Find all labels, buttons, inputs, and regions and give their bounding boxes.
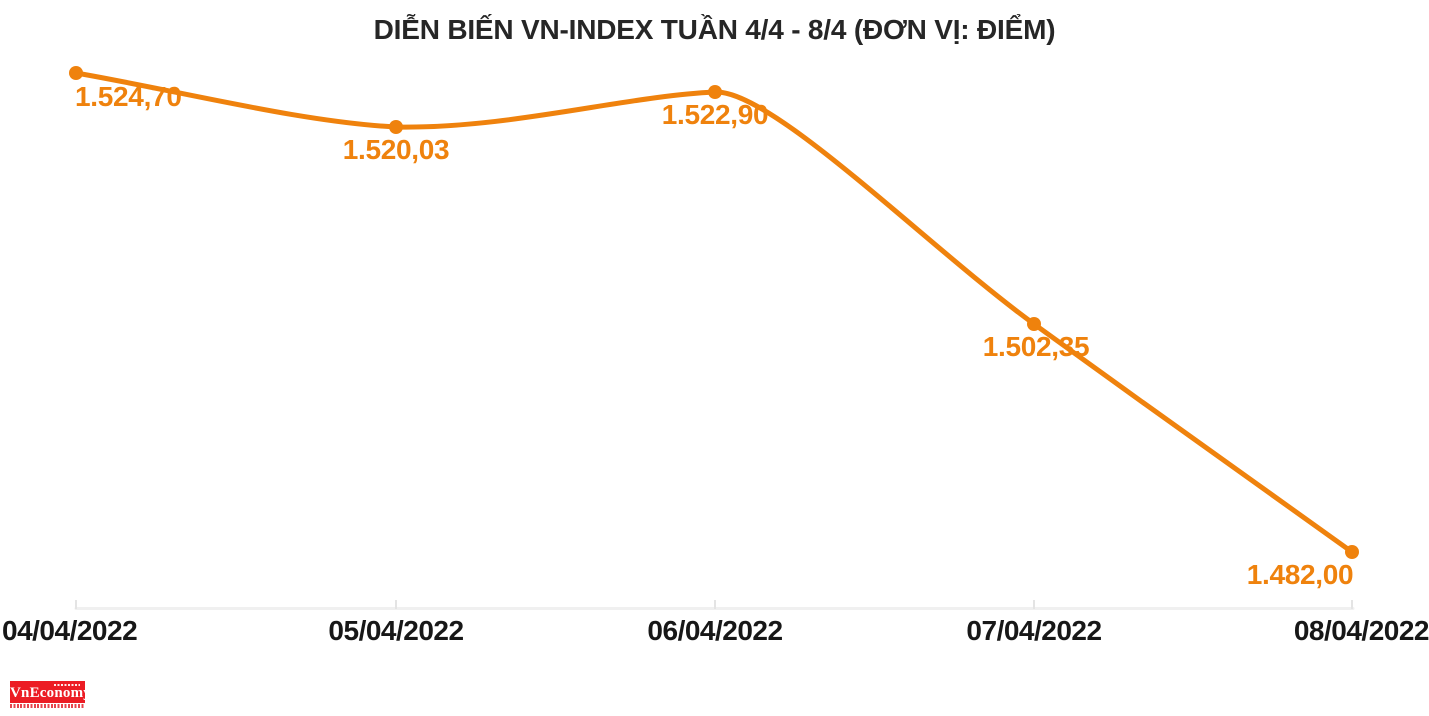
x-axis-label-2: 06/04/2022 (647, 615, 783, 646)
logo-microtext (54, 683, 80, 686)
x-axis-ticks (75, 600, 1353, 609)
data-point-marker-3[interactable] (1027, 317, 1041, 331)
chart-title: DIỄN BIẾN VN-INDEX TUẦN 4/4 - 8/4 (ĐƠN V… (373, 14, 1056, 45)
data-label-2: 1.522,90 (661, 99, 769, 130)
x-axis-label-3: 07/04/2022 (966, 615, 1102, 646)
data-point-marker-4[interactable] (1345, 545, 1359, 559)
data-point-marker-2[interactable] (708, 85, 722, 99)
x-axis-label-4: 08/04/2022 (1293, 615, 1429, 646)
data-label-0: 1.524,70 (75, 81, 182, 112)
x-axis-label-0: 04/04/2022 (2, 615, 138, 646)
x-axis-label-1: 05/04/2022 (328, 615, 464, 646)
data-label-3: 1.502,35 (982, 331, 1090, 362)
data-label-1: 1.520,03 (342, 134, 450, 165)
logo-tagline-microtext (10, 704, 85, 708)
logo-wordmark: VnEconomy (10, 685, 91, 701)
data-label-4: 1.482,00 (1246, 559, 1354, 590)
data-point-marker-0[interactable] (69, 66, 83, 80)
vneconomy-logo: VnEconomy (10, 681, 91, 703)
data-point-marker-1[interactable] (389, 120, 403, 134)
series-line-vnindex (73, 70, 1355, 555)
